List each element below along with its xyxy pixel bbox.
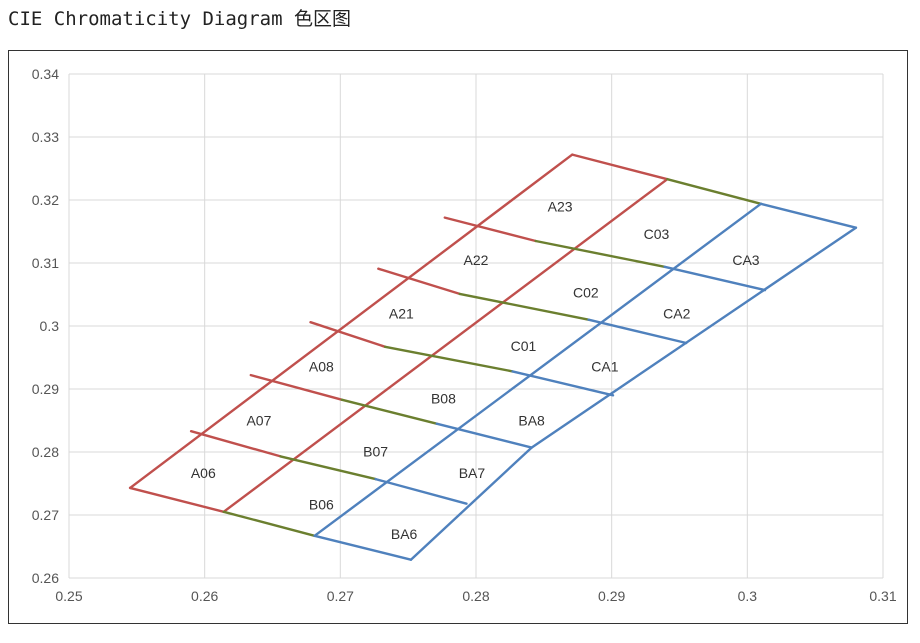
- region-label-b08: B08: [431, 390, 456, 406]
- boundary-line-b: [587, 318, 688, 345]
- boundary-line-b: [409, 226, 858, 561]
- boundary-line-a: [309, 321, 387, 348]
- x-tick-label: 0.31: [869, 588, 896, 604]
- y-tick-label: 0.27: [32, 507, 59, 523]
- boundary-line-boundary: [383, 345, 514, 373]
- region-label-ca2: CA2: [663, 305, 690, 321]
- x-tick-label: 0.29: [598, 588, 625, 604]
- y-tick-label: 0.33: [32, 129, 59, 145]
- y-tick-label: 0.26: [32, 570, 59, 586]
- x-tick-label: 0.25: [55, 588, 82, 604]
- boundary-line-b: [663, 265, 767, 292]
- boundary-line-a: [443, 216, 537, 243]
- region-labels: A06 A07 A08 A21 A22 A23 B06 B07 B08 C01 C02 C03 BA6 B…: [191, 198, 760, 542]
- x-tick-label: 0.26: [191, 588, 218, 604]
- boundary-line-a: [128, 486, 225, 513]
- region-label-c01: C01: [511, 338, 537, 354]
- y-tick-label: 0.3: [40, 318, 60, 334]
- chromaticity-chart: 0.25 0.26 0.27 0.28 0.29 0.3 0.31 0.26 0.27 0.28 0…: [32, 66, 897, 604]
- region-label-b06: B06: [309, 496, 334, 512]
- boundary-line-a: [377, 267, 461, 296]
- x-tick-label: 0.28: [462, 588, 489, 604]
- boundary-line-a: [249, 373, 343, 401]
- boundary-line-a: [222, 177, 669, 513]
- region-label-a22: A22: [464, 252, 489, 268]
- boundary-line-a: [128, 153, 574, 490]
- boundary-line-boundary: [534, 239, 666, 269]
- boundary-line-boundary: [666, 177, 763, 206]
- region-label-ba6: BA6: [391, 526, 418, 542]
- region-label-b07: B07: [363, 443, 388, 459]
- y-tick-label: 0.32: [32, 192, 59, 208]
- boundary-line-b: [435, 422, 533, 449]
- boundary-line-b: [374, 477, 468, 505]
- boundary-line-a: [571, 153, 669, 181]
- axes: 0.25 0.26 0.27 0.28 0.29 0.3 0.31 0.26 0.27 0.28 0…: [32, 66, 897, 604]
- boundary-line-boundary: [279, 455, 377, 481]
- boundary-line-a: [189, 430, 282, 458]
- region-label-a08: A08: [309, 358, 334, 374]
- region-label-ba8: BA8: [518, 413, 545, 429]
- region-label-ba7: BA7: [459, 465, 486, 481]
- boundary-line-boundary: [340, 398, 438, 425]
- y-tick-label: 0.34: [32, 66, 59, 82]
- boundary-line-b: [511, 370, 615, 397]
- y-tick-label: 0.28: [32, 444, 59, 460]
- region-label-c02: C02: [573, 285, 599, 301]
- page-title: CIE Chromaticity Diagram 色区图: [8, 8, 351, 30]
- boundary-line-boundary: [222, 510, 316, 537]
- region-label-c03: C03: [644, 226, 670, 242]
- region-label-ca3: CA3: [732, 252, 759, 268]
- boundary-line-boundary: [458, 292, 590, 321]
- boundary-line-b: [759, 202, 858, 229]
- region-label-ca1: CA1: [591, 358, 618, 374]
- region-label-a06: A06: [191, 465, 216, 481]
- y-tick-label: 0.29: [32, 381, 59, 397]
- boundary-line-b: [313, 534, 413, 561]
- x-tick-label: 0.27: [327, 588, 354, 604]
- region-label-a21: A21: [389, 305, 414, 321]
- chart-frame: 0.25 0.26 0.27 0.28 0.29 0.3 0.31 0.26 0.27 0.28 0…: [8, 50, 908, 624]
- region-boundaries: [128, 153, 858, 561]
- x-tick-label: 0.3: [738, 588, 758, 604]
- region-label-a23: A23: [548, 198, 573, 214]
- region-label-a07: A07: [246, 413, 271, 429]
- boundary-line-b: [313, 202, 763, 537]
- y-tick-label: 0.31: [32, 255, 59, 271]
